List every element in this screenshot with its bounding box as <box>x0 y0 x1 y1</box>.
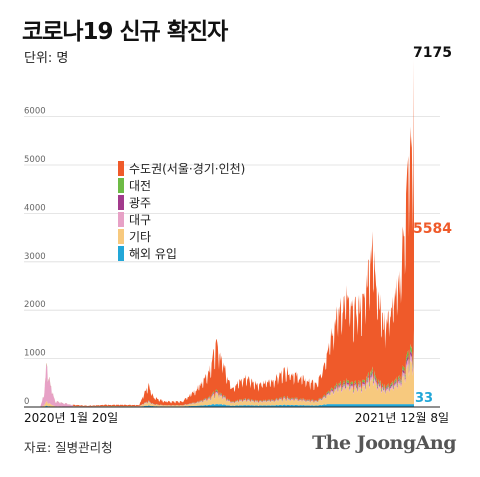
y-tick-label: 4000 <box>24 203 46 213</box>
annotation-total: 7175 <box>413 45 452 61</box>
legend-entry: 수도권(서울·경기·인천) <box>118 160 245 177</box>
chart-title: 코로나19 신규 확진자 <box>22 19 228 45</box>
brand-logo: The JoongAng <box>312 432 456 454</box>
legend-swatch <box>118 212 124 227</box>
legend-entry: 광주 <box>118 194 245 211</box>
annotation-capital: 5584 <box>413 221 452 237</box>
x-axis: 2020년 1월 20일 2021년 12월 8일 <box>24 406 449 425</box>
legend-swatch <box>118 229 124 244</box>
legend-entry: 기타 <box>118 228 245 245</box>
legend-label: 해외 유입 <box>129 247 177 261</box>
y-tick-label: 0 <box>24 397 29 407</box>
y-tick-label: 6000 <box>24 107 46 117</box>
annotations: 7175 5584 33 <box>413 45 452 406</box>
legend-label: 광주 <box>129 196 152 210</box>
y-tick-label: 5000 <box>24 155 46 165</box>
legend-entry: 해외 유입 <box>118 245 245 262</box>
legend-swatch <box>118 246 124 261</box>
legend-entry: 대구 <box>118 211 245 228</box>
x-tick-label: 2020년 1월 20일 <box>24 411 118 425</box>
unit-label: 단위: 명 <box>24 51 69 66</box>
area-series <box>24 348 414 407</box>
legend-label: 대전 <box>129 179 152 193</box>
source-note: 자료: 질병관리청 <box>24 440 113 455</box>
legend-label: 대구 <box>129 213 152 227</box>
y-tick-label: 2000 <box>24 300 46 310</box>
y-tick-label: 1000 <box>24 349 46 359</box>
x-tick-label: 2021년 12월 8일 <box>355 411 449 425</box>
stacked-areas <box>24 59 414 407</box>
legend-swatch <box>118 178 124 193</box>
legend-label: 수도권(서울·경기·인천) <box>129 162 246 176</box>
area-series <box>24 59 414 407</box>
legend-swatch <box>118 195 124 210</box>
y-tick-label: 3000 <box>24 252 46 262</box>
legend-swatch <box>118 161 124 176</box>
area-series <box>24 404 414 407</box>
legend-label: 기타 <box>129 230 152 244</box>
annotation-overseas: 33 <box>415 391 433 406</box>
legend-entry: 대전 <box>118 177 245 194</box>
